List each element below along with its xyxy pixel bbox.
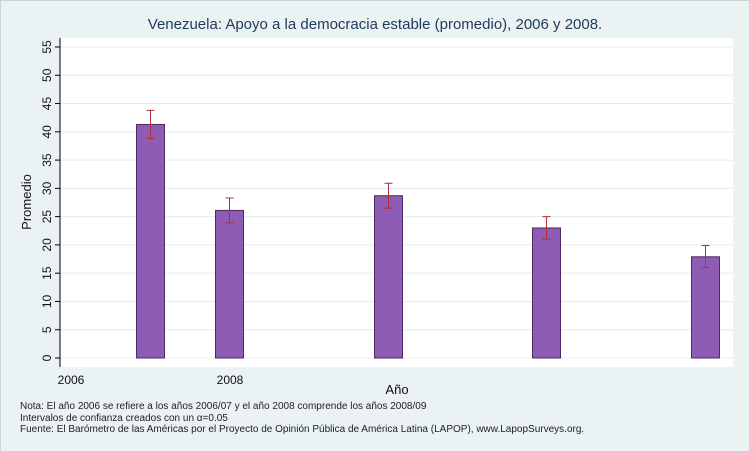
chart-title: Venezuela: Apoyo a la democracia estable… — [147, 16, 603, 33]
x-tick-label: 2006 — [58, 373, 85, 387]
footnote-intervalos: Intervalos de confianza creados con un α… — [20, 412, 228, 424]
y-tick-label: 40 — [40, 125, 54, 139]
y-tick-label: 55 — [40, 40, 54, 54]
bar — [215, 209, 244, 359]
y-tick-label: 10 — [40, 294, 54, 308]
x-ticks: 2006 2008 — [58, 373, 244, 387]
bar-chart: 0 5 10 15 20 25 30 35 40 45 50 55 2006 2008 Año Prom… — [19, 38, 733, 397]
footnotes: Nota: El año 2006 se refiere a los años … — [20, 401, 584, 436]
y-tick-label: 50 — [40, 68, 54, 82]
bar — [374, 195, 403, 359]
y-tick-label: 0 — [40, 354, 54, 361]
bar — [691, 256, 720, 359]
bar — [136, 123, 165, 359]
y-tick-label: 20 — [40, 238, 54, 252]
x-tick-label: 2008 — [217, 373, 244, 387]
y-tick-label: 15 — [40, 266, 54, 280]
y-tick-label: 30 — [40, 181, 54, 195]
y-tick-label: 25 — [40, 210, 54, 224]
y-tick-label: 5 — [40, 326, 54, 333]
footnote-nota: Nota: El año 2006 se refiere a los años … — [20, 401, 427, 412]
x-axis-label: Año — [385, 382, 408, 397]
error-bars — [146, 109, 710, 269]
y-axis-label: Promedio — [19, 174, 34, 230]
y-tick-label: 35 — [40, 153, 54, 167]
footnote-fuente: Fuente: El Barómetro de las Américas por… — [20, 424, 585, 435]
y-tick-label: 45 — [40, 97, 54, 111]
y-ticks: 0 5 10 15 20 25 30 35 40 45 50 55 — [40, 40, 60, 361]
bar — [532, 227, 561, 359]
